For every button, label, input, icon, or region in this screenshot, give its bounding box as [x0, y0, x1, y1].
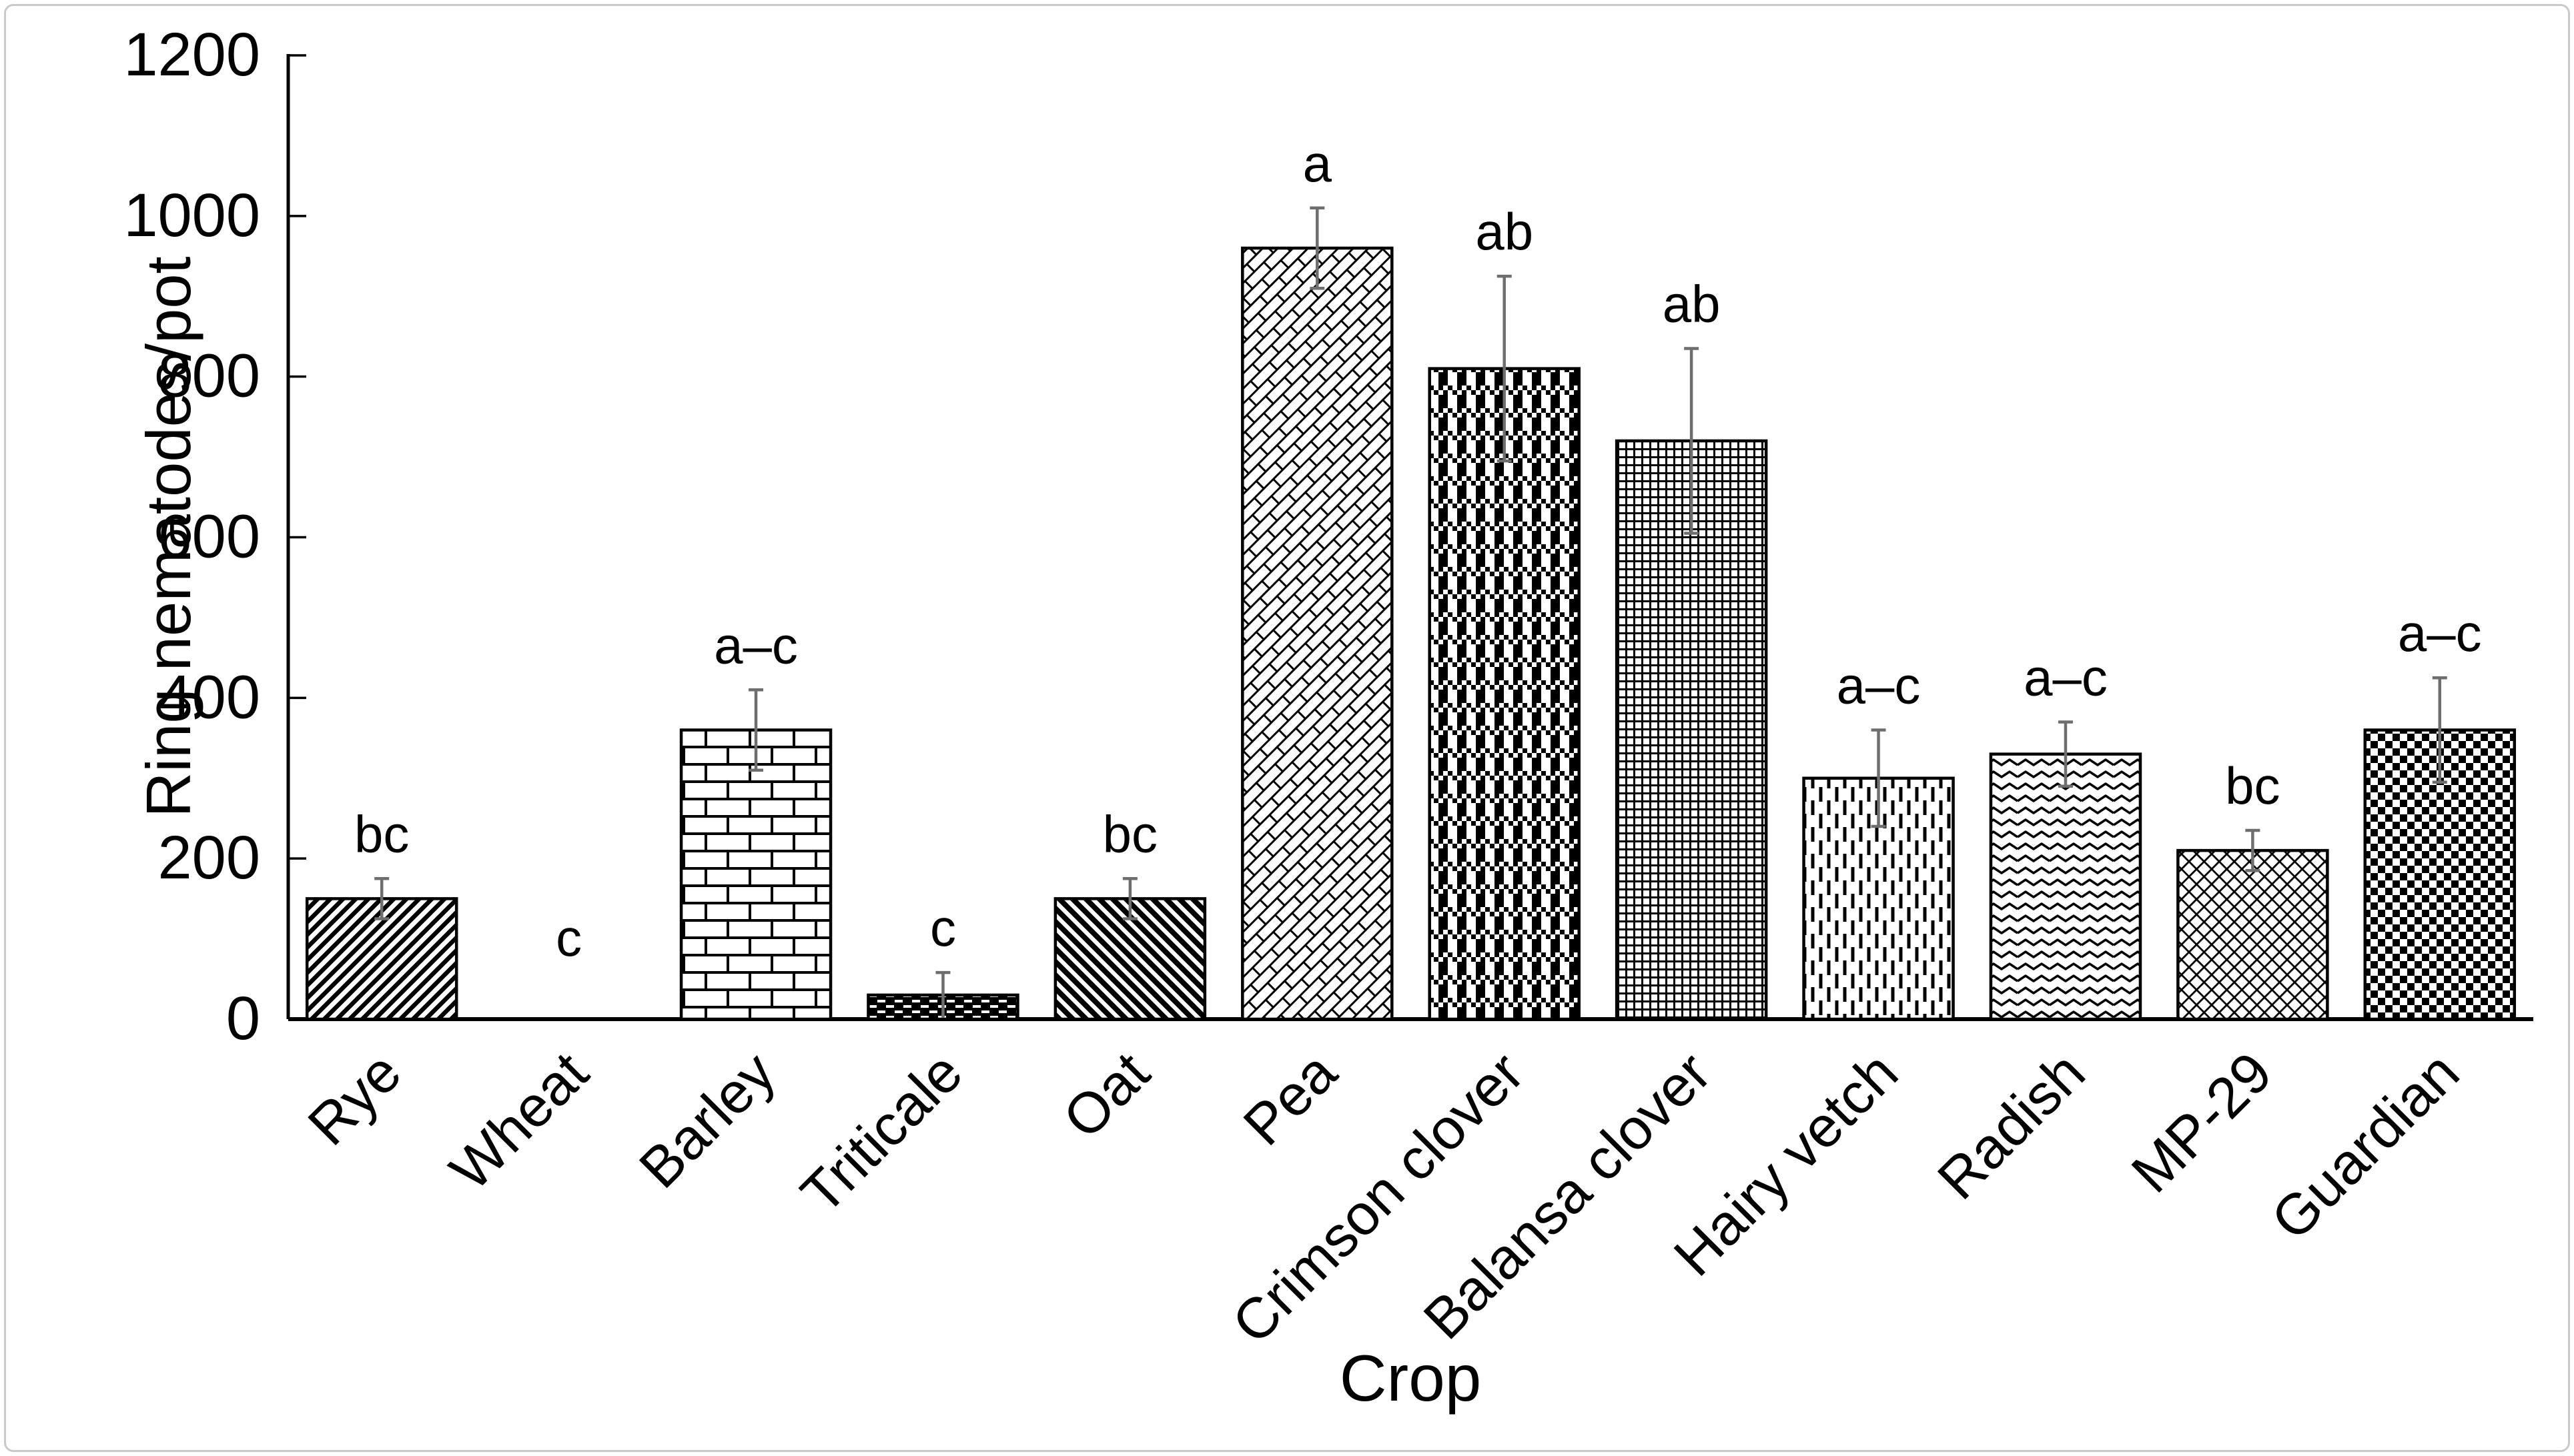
sig-letter-crimson-clover: ab: [1475, 202, 1533, 261]
bar-pea: [1241, 246, 1394, 1021]
x-axis-title: Crop: [1340, 1341, 1481, 1415]
bar-radish: [1989, 752, 2142, 1021]
y-tick-label-600: 600: [158, 503, 261, 571]
x-tick-label-pea: Pea: [1232, 1040, 1349, 1157]
sig-letter-barley: a–c: [714, 616, 798, 674]
sig-letter-radish: a–c: [2024, 648, 2108, 706]
sig-letter-rye: bc: [354, 804, 409, 863]
sig-letter-guardian: a–c: [2398, 604, 2482, 662]
x-tick-label-guardian: Guardian: [2259, 1040, 2471, 1253]
sig-letter-balansa-clover: ab: [1663, 275, 1721, 333]
x-tick-label-barley: Barley: [627, 1040, 787, 1201]
sig-letter-mp-29: bc: [2225, 756, 2280, 815]
x-tick-label-wheat: Wheat: [438, 1040, 600, 1203]
y-tick-label-200: 200: [158, 824, 261, 892]
x-tick-label-radish: Radish: [1925, 1040, 2097, 1212]
x-tick-label-oat: Oat: [1051, 1040, 1162, 1151]
x-tick-label-triticale: Triticale: [789, 1040, 975, 1227]
x-tick-label-mp-29: MP-29: [2120, 1040, 2284, 1205]
bar-crimson-clover: [1428, 367, 1581, 1021]
y-axis-title: Ring nematodes/pot: [133, 256, 203, 817]
y-tick-label-800: 800: [158, 342, 261, 410]
sig-letter-wheat: c: [556, 908, 582, 967]
sig-letter-pea: a: [1303, 134, 1332, 193]
y-tick-label-1000: 1000: [123, 181, 260, 249]
sig-letter-oat: bc: [1103, 804, 1158, 863]
bar-balansa-clover: [1615, 439, 1768, 1021]
bar-barley: [679, 728, 833, 1021]
y-tick-label-0: 0: [226, 984, 260, 1052]
y-tick-label-1200: 1200: [123, 21, 260, 89]
x-tick-label-rye: Rye: [296, 1040, 414, 1158]
bar-mp-29: [2176, 848, 2329, 1021]
sig-letter-triticale: c: [930, 898, 956, 957]
sig-letter-hairy-vetch: a–c: [1837, 656, 1921, 715]
plot-area: 0 200 400 600 800 1000 1200 bc Rye c Wheat a–c Barle…: [123, 21, 2533, 1356]
y-tick-label-400: 400: [158, 663, 261, 731]
